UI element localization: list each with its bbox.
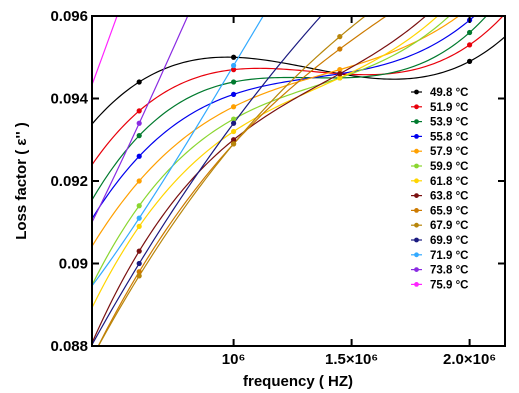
data-point bbox=[136, 269, 142, 275]
data-point bbox=[337, 75, 343, 81]
data-point bbox=[467, 58, 473, 64]
data-point bbox=[231, 104, 237, 110]
data-point bbox=[136, 178, 142, 184]
y-tick-label: 0.088 bbox=[50, 338, 88, 355]
legend-label: 55.8 °C bbox=[430, 131, 468, 143]
data-point bbox=[467, 42, 473, 48]
legend-label: 61.8 °C bbox=[430, 176, 468, 188]
legend-label: 71.9 °C bbox=[430, 250, 468, 262]
series-line bbox=[92, 16, 488, 201]
legend-marker bbox=[414, 252, 419, 258]
series-line bbox=[92, 16, 476, 220]
legend-marker bbox=[414, 89, 419, 95]
x-tick-label: 1.5×10⁶ bbox=[325, 351, 378, 368]
y-tick-label: 0.096 bbox=[50, 8, 88, 25]
data-point bbox=[136, 260, 142, 267]
data-point bbox=[136, 133, 142, 139]
data-point bbox=[136, 108, 142, 114]
x-axis-title: frequency ( HZ) bbox=[243, 373, 353, 390]
data-point bbox=[231, 120, 237, 126]
x-tick-label: 10⁶ bbox=[222, 351, 246, 368]
data-point bbox=[231, 54, 237, 60]
series-line bbox=[92, 16, 264, 287]
x-tick-label: 2.0×10⁶ bbox=[443, 351, 496, 368]
legend-marker bbox=[414, 119, 419, 124]
data-point bbox=[136, 223, 142, 229]
data-point bbox=[136, 215, 142, 221]
legend-marker bbox=[414, 148, 419, 154]
legend-marker bbox=[414, 163, 419, 169]
legend-label: 57.9 °C bbox=[430, 146, 468, 158]
legend-marker bbox=[414, 178, 419, 184]
legend-label: 75.9 °C bbox=[430, 279, 468, 291]
legend-label: 65.9 °C bbox=[430, 205, 468, 217]
y-tick-label: 0.092 bbox=[50, 173, 88, 190]
legend-marker bbox=[414, 134, 419, 139]
legend-label: 73.8 °C bbox=[430, 265, 468, 277]
data-point bbox=[231, 137, 237, 143]
legend-label: 51.9 °C bbox=[430, 102, 468, 114]
legend-marker bbox=[414, 193, 419, 199]
data-point bbox=[337, 46, 343, 52]
y-tick-label: 0.094 bbox=[50, 91, 88, 108]
legend-marker bbox=[414, 237, 419, 243]
legend-label: 59.9 °C bbox=[430, 161, 468, 173]
data-point bbox=[231, 62, 237, 69]
legend-marker bbox=[414, 222, 419, 228]
data-point bbox=[337, 67, 343, 73]
data-point bbox=[231, 67, 237, 73]
legend: 49.8 °C 51.9 °C 53.9 °C 55.8 °C 57.9 °C 59.9 … bbox=[411, 87, 468, 291]
data-point bbox=[136, 153, 142, 159]
legend-marker bbox=[414, 282, 419, 287]
legend-label: 63.8 °C bbox=[430, 191, 468, 203]
series-line bbox=[97, 16, 367, 346]
series-line bbox=[92, 16, 189, 223]
series-line bbox=[92, 16, 427, 344]
data-point bbox=[337, 71, 343, 77]
legend-label: 49.8 °C bbox=[430, 87, 468, 99]
series-line bbox=[97, 16, 388, 346]
data-point bbox=[231, 128, 237, 135]
y-tick-label: 0.09 bbox=[59, 256, 88, 273]
series-line bbox=[92, 16, 322, 346]
y-axis-title: Loss factor ( ε'' ) bbox=[13, 122, 30, 240]
series-line bbox=[92, 16, 504, 166]
data-point bbox=[136, 79, 142, 85]
legend-marker bbox=[414, 267, 419, 272]
legend-label: 53.9 °C bbox=[430, 117, 468, 129]
axes-layer: 10⁶ 1.5×10⁶ 2.0×10⁶ 0.088 0.09 0.092 0.094 0.09… bbox=[50, 8, 505, 368]
data-point bbox=[136, 273, 142, 279]
data-point bbox=[231, 141, 237, 147]
data-point bbox=[231, 116, 237, 122]
data-point bbox=[136, 203, 142, 209]
legend-marker bbox=[414, 208, 419, 213]
data-point bbox=[136, 120, 142, 126]
data-point bbox=[231, 79, 237, 85]
data-point bbox=[467, 29, 473, 36]
legend-label: 67.9 °C bbox=[430, 220, 468, 232]
data-point bbox=[337, 34, 343, 40]
legend-label: 69.9 °C bbox=[430, 235, 468, 247]
legend-marker bbox=[414, 104, 419, 110]
data-point bbox=[231, 91, 237, 97]
series-line bbox=[92, 36, 505, 125]
data-point bbox=[467, 5, 472, 10]
series-layer bbox=[92, 16, 505, 346]
series-line bbox=[92, 16, 451, 286]
data-point bbox=[136, 248, 142, 254]
points-layer bbox=[136, 5, 473, 279]
